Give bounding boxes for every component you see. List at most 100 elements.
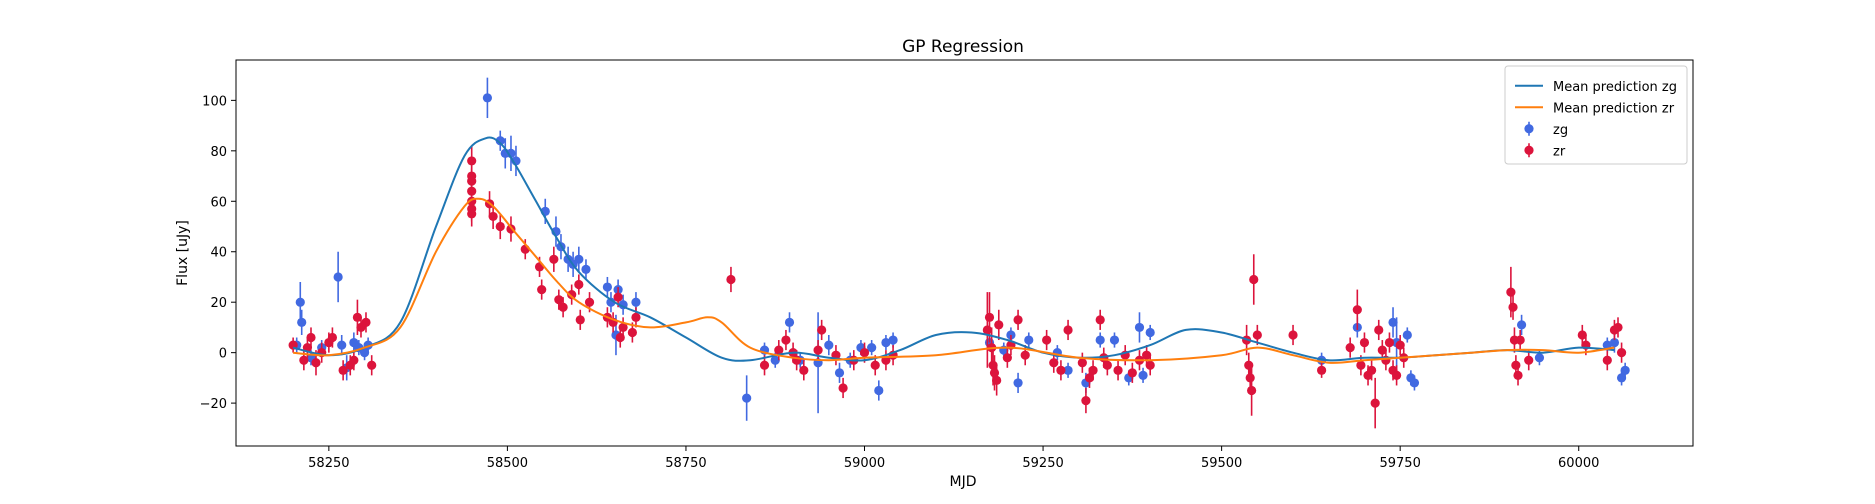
data-point-zr <box>1142 350 1152 360</box>
data-point-zr <box>817 325 827 335</box>
data-point-zg <box>784 317 795 327</box>
data-point-zg <box>1024 335 1034 345</box>
data-point-zr <box>1395 340 1405 350</box>
data-point-zr <box>813 345 823 355</box>
data-point-zr <box>1370 398 1380 408</box>
data-point-zg <box>1516 320 1527 330</box>
data-point-zg <box>482 93 493 103</box>
data-point-zr <box>1506 287 1516 297</box>
data-point-zg <box>1616 373 1627 383</box>
data-point-zr <box>1249 274 1259 285</box>
data-point-zr <box>537 284 547 295</box>
data-point-zr <box>1374 325 1384 335</box>
chart-title: GP Regression <box>902 37 1024 57</box>
data-point-zg <box>874 385 884 396</box>
data-point-zr <box>1345 343 1355 353</box>
data-point-zr <box>1613 322 1623 333</box>
data-point-zr <box>1392 370 1402 380</box>
legend-swatch <box>1524 124 1534 134</box>
legend-label: Mean prediction zg <box>1553 80 1677 95</box>
data-point-zg <box>834 368 845 378</box>
data-point-zr <box>1384 337 1395 348</box>
data-point-zr <box>495 221 505 232</box>
data-point-zr <box>870 360 880 370</box>
data-point-zr <box>1577 330 1587 340</box>
legend-label: zg <box>1553 123 1568 138</box>
data-point-zg <box>295 297 305 307</box>
data-point-zr <box>1317 365 1327 375</box>
data-point-zr <box>1245 373 1255 383</box>
data-point-zg <box>1388 317 1398 327</box>
data-point-zr <box>1513 370 1523 380</box>
data-point-zr <box>567 290 577 300</box>
data-point-zg <box>1109 335 1120 345</box>
data-point-zr <box>1002 353 1012 363</box>
data-point-zr <box>1352 305 1362 315</box>
data-point-zr <box>1042 335 1052 345</box>
data-point-zr <box>627 327 637 338</box>
data-point-zr <box>352 312 363 322</box>
data-point-zr <box>1081 395 1091 406</box>
data-point-zg <box>495 136 505 146</box>
data-point-zr <box>1247 385 1257 396</box>
y-tick-label: −20 <box>200 397 227 412</box>
data-point-zg <box>337 340 347 350</box>
legend-item-mean-prediction-zr: Mean prediction zr <box>1515 101 1675 116</box>
data-point-zr <box>859 348 870 358</box>
data-point-zr <box>1113 365 1123 375</box>
x-tick-label: 58500 <box>487 456 528 471</box>
data-point-zg <box>1620 365 1630 375</box>
data-point-zr <box>311 358 321 368</box>
data-point-zg <box>888 335 898 345</box>
data-point-zr <box>781 335 791 345</box>
data-point-zr <box>1511 360 1521 370</box>
data-point-zr <box>1013 315 1023 325</box>
data-point-zr <box>1063 325 1073 335</box>
x-axis: 58250 58500 58750 59000 59250 59500 59750 60000 <box>308 446 1599 471</box>
data-point-zg <box>1409 378 1420 388</box>
data-point-zr <box>1084 373 1095 383</box>
data-point-zg <box>1095 335 1105 345</box>
legend-swatch <box>1524 145 1534 155</box>
data-point-zr <box>361 317 371 327</box>
data-point-zr <box>984 312 995 322</box>
data-point-zr <box>338 365 348 375</box>
data-point-zr <box>613 292 623 302</box>
data-point-zg <box>631 297 641 307</box>
data-point-zg <box>770 355 780 365</box>
plot-frame <box>235 59 1694 447</box>
data-point-zr <box>1616 348 1627 358</box>
data-point-zg <box>824 340 834 350</box>
data-point-zr <box>1077 358 1087 368</box>
plot-content <box>288 77 1630 429</box>
legend-item-mean-prediction-zg: Mean prediction zg <box>1515 80 1677 95</box>
data-point-zr <box>982 325 992 335</box>
y-tick-label: 20 <box>210 296 227 311</box>
x-tick-label: 59750 <box>1379 456 1420 471</box>
data-point-zr <box>631 312 641 322</box>
data-point-zg <box>1402 330 1412 340</box>
data-point-zr <box>1367 365 1377 375</box>
data-point-zr <box>1056 365 1066 375</box>
data-point-zr <box>1356 360 1366 370</box>
data-point-zg <box>1138 370 1148 380</box>
data-point-zg <box>742 393 752 403</box>
data-point-zr <box>349 355 359 365</box>
legend-item-zg: zg <box>1524 121 1568 138</box>
legend-label: Mean prediction zr <box>1553 101 1675 116</box>
data-point-zg <box>581 264 591 274</box>
data-point-zr <box>994 320 1004 330</box>
data-point-zg <box>606 297 616 307</box>
y-tick-label: 100 <box>202 94 227 109</box>
data-point-zg <box>297 317 307 327</box>
y-tick-label: 0 <box>219 347 227 362</box>
x-tick-label: 59000 <box>844 456 885 471</box>
data-point-zr <box>992 375 1002 386</box>
x-tick-label: 60000 <box>1558 456 1599 471</box>
data-point-zr <box>726 274 736 285</box>
y-tick-label: 40 <box>210 246 227 261</box>
data-point-zr <box>488 211 498 222</box>
data-point-zr <box>467 209 477 219</box>
